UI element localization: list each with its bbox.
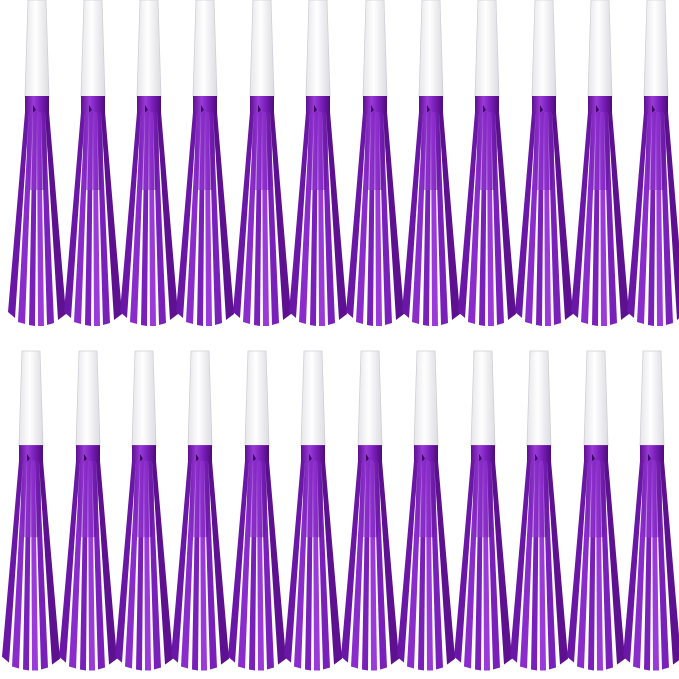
party-horn — [227, 350, 287, 671]
party-horn — [288, 0, 348, 327]
party-horn — [457, 0, 517, 327]
bottom-row — [1, 350, 679, 671]
party-horn — [396, 350, 456, 671]
party-horn — [566, 350, 626, 671]
party-horn — [570, 0, 630, 327]
party-horn — [58, 350, 118, 671]
party-horn — [170, 350, 230, 671]
party-horn — [509, 350, 569, 671]
party-horn — [345, 0, 405, 327]
party-horn — [626, 0, 679, 327]
party-horn — [514, 0, 574, 327]
party-horn — [114, 350, 174, 671]
top-row — [7, 0, 679, 327]
party-horn — [7, 0, 67, 327]
party-horn — [63, 0, 123, 327]
party-horn — [232, 0, 292, 327]
party-horn — [119, 0, 179, 327]
party-horn — [453, 350, 513, 671]
party-horn — [175, 0, 235, 327]
party-horn — [1, 350, 61, 671]
party-horn — [622, 350, 679, 671]
party-horn — [340, 350, 400, 671]
party-horn — [401, 0, 461, 327]
party-horn — [283, 350, 343, 671]
